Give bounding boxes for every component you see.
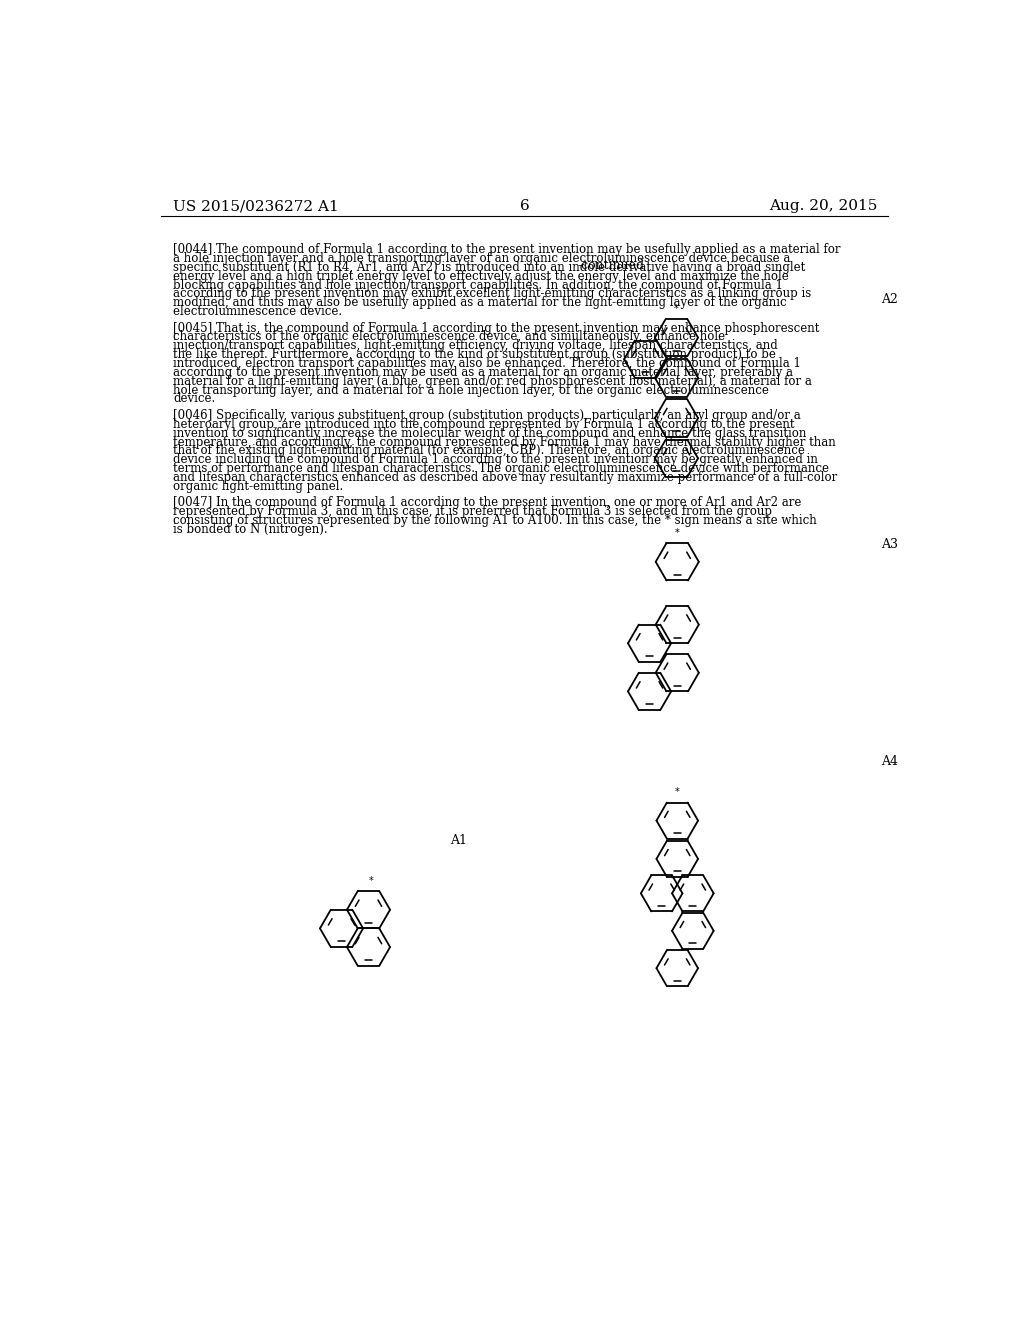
Text: A3: A3 — [882, 539, 898, 550]
Text: energy level and a high triplet energy level to effectively adjust the energy le: energy level and a high triplet energy l… — [173, 269, 788, 282]
Text: 6: 6 — [520, 199, 529, 213]
Text: is bonded to N (nitrogen).: is bonded to N (nitrogen). — [173, 523, 328, 536]
Text: hole transporting layer, and a material for a hole injection layer, of the organ: hole transporting layer, and a material … — [173, 384, 769, 396]
Text: device.: device. — [173, 392, 215, 405]
Text: A2: A2 — [882, 293, 898, 306]
Text: and lifespan characteristics enhanced as described above may resultantly maximiz: and lifespan characteristics enhanced as… — [173, 471, 838, 484]
Text: consisting of structures represented by the following A1 to A100. In this case, : consisting of structures represented by … — [173, 515, 817, 527]
Text: introduced, electron transport capabilities may also be enhanced. Therefore, the: introduced, electron transport capabilit… — [173, 358, 801, 370]
Text: heteroaryl group, are introduced into the compound represented by Formula 1 acco: heteroaryl group, are introduced into th… — [173, 418, 795, 430]
Text: *: * — [370, 876, 374, 886]
Text: A4: A4 — [882, 755, 898, 768]
Text: that of the existing light-emitting material (for example, CBP). Therefore, an o: that of the existing light-emitting mate… — [173, 445, 805, 458]
Text: -continued: -continued — [578, 259, 644, 272]
Text: temperature, and accordingly, the compound represented by Formula 1 may have the: temperature, and accordingly, the compou… — [173, 436, 836, 449]
Text: organic light-emitting panel.: organic light-emitting panel. — [173, 480, 343, 492]
Text: *: * — [675, 528, 680, 539]
Text: material for a light-emitting layer (a blue, green and/or red phosphorescent hos: material for a light-emitting layer (a b… — [173, 375, 812, 388]
Text: a hole injection layer and a hole transporting layer of an organic electrolumine: a hole injection layer and a hole transp… — [173, 252, 791, 265]
Text: device including the compound of Formula 1 according to the present invention ma: device including the compound of Formula… — [173, 453, 818, 466]
Text: *: * — [675, 788, 680, 797]
Text: electroluminescence device.: electroluminescence device. — [173, 305, 342, 318]
Text: according to the present invention may be used as a material for an organic mate: according to the present invention may b… — [173, 366, 793, 379]
Text: blocking capabilities and hole injection/transport capabilities. In addition, th: blocking capabilities and hole injection… — [173, 279, 782, 292]
Text: injection/transport capabilities, light-emitting efficiency, driving voltage, li: injection/transport capabilities, light-… — [173, 339, 777, 352]
Text: A1: A1 — [451, 834, 467, 847]
Text: Aug. 20, 2015: Aug. 20, 2015 — [769, 199, 878, 213]
Text: [0046] Specifically, various substituent group (substitution products), particul: [0046] Specifically, various substituent… — [173, 409, 801, 422]
Text: modified, and thus may also be usefully applied as a material for the light-emit: modified, and thus may also be usefully … — [173, 296, 786, 309]
Text: [0047] In the compound of Formula 1 according to the present invention, one or m: [0047] In the compound of Formula 1 acco… — [173, 496, 802, 510]
Text: terms of performance and lifespan characteristics. The organic electroluminescen: terms of performance and lifespan charac… — [173, 462, 828, 475]
Text: the like thereof. Furthermore, according to the kind of substituent group (subst: the like thereof. Furthermore, according… — [173, 348, 776, 362]
Text: US 2015/0236272 A1: US 2015/0236272 A1 — [173, 199, 339, 213]
Text: invention to significantly increase the molecular weight of the compound and enh: invention to significantly increase the … — [173, 426, 806, 440]
Text: [0044] The compound of Formula 1 according to the present invention may be usefu: [0044] The compound of Formula 1 accordi… — [173, 243, 841, 256]
Text: *: * — [674, 304, 679, 314]
Text: according to the present invention may exhibit excellent light-emitting characte: according to the present invention may e… — [173, 288, 811, 301]
Text: represented by Formula 3, and in this case, it is preferred that Formula 3 is se: represented by Formula 3, and in this ca… — [173, 506, 772, 519]
Text: characteristics of the organic electroluminescence device, and simultaneously, e: characteristics of the organic electrolu… — [173, 330, 725, 343]
Text: specific substituent (R1 to R4, Ar1, and Ar2) is introduced into an indole deriv: specific substituent (R1 to R4, Ar1, and… — [173, 261, 805, 273]
Text: [0045] That is, the compound of Formula 1 according to the present invention may: [0045] That is, the compound of Formula … — [173, 322, 819, 335]
